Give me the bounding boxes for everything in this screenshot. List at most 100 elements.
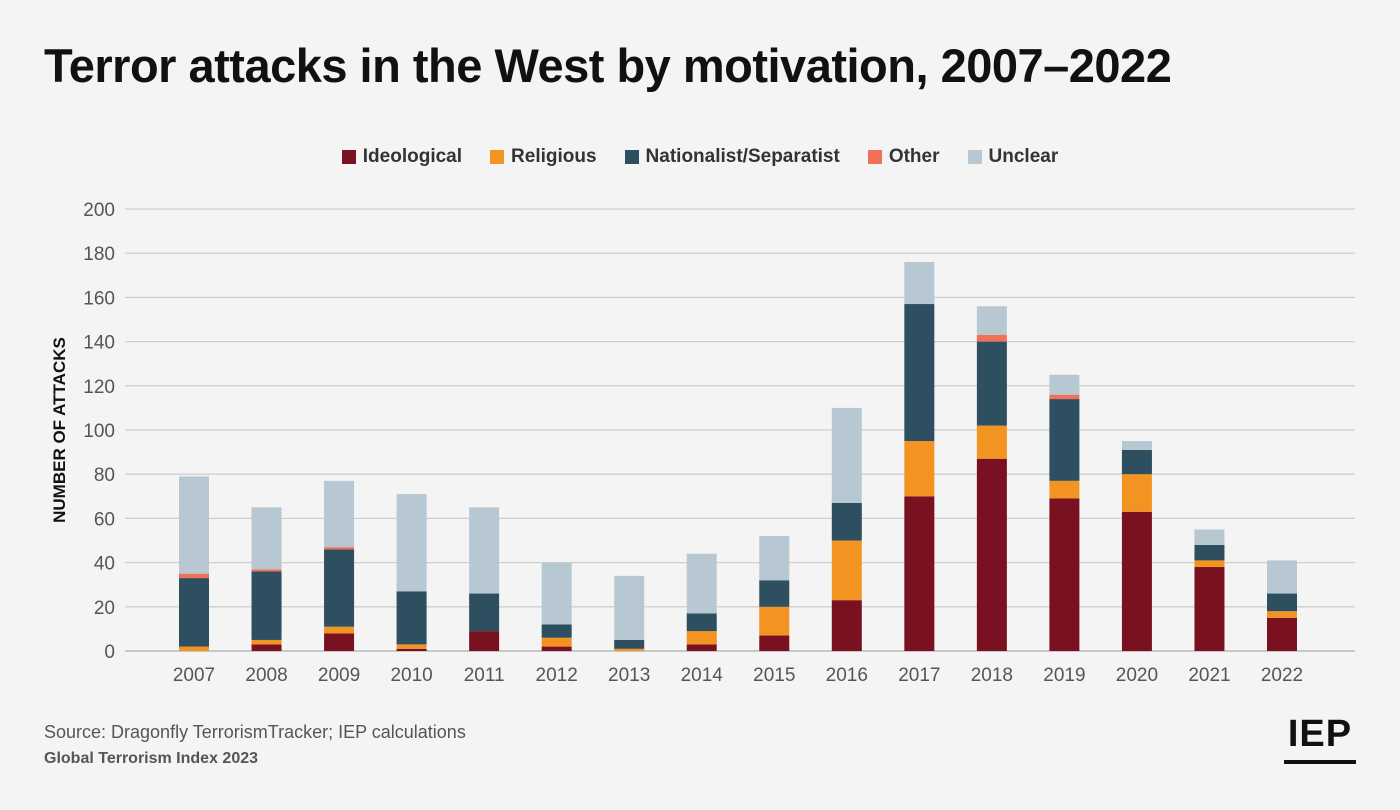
bar-segment-nationalist-separatist-2008 xyxy=(251,571,282,640)
bar-segment-unclear-2012 xyxy=(541,562,572,625)
bar-segment-unclear-2009 xyxy=(324,480,355,548)
legend-item: Religious xyxy=(490,146,597,168)
bar-segment-ideological-2018 xyxy=(976,458,1007,651)
legend-item: Nationalist/Separatist xyxy=(624,146,840,168)
x-tick-label: 2008 xyxy=(245,665,287,686)
bar-segment-religious-2008 xyxy=(251,639,282,645)
y-tick-label: 0 xyxy=(104,642,115,663)
bar-segment-ideological-2008 xyxy=(251,644,282,651)
bar-segment-ideological-2016 xyxy=(831,600,862,651)
bar-segment-nationalist-separatist-2015 xyxy=(759,580,790,607)
x-tick-label: 2017 xyxy=(898,665,940,686)
bar-segment-unclear-2018 xyxy=(976,306,1007,335)
legend-label: Religious xyxy=(511,146,597,167)
bar-segment-ideological-2009 xyxy=(324,633,355,651)
bar-segment-unclear-2016 xyxy=(831,407,862,503)
bar-segment-religious-2016 xyxy=(831,540,862,601)
bar-segment-nationalist-separatist-2017 xyxy=(904,304,935,442)
bar-segment-ideological-2012 xyxy=(541,646,572,651)
iep-logo: IEP xyxy=(1284,708,1356,764)
bar-segment-nationalist-separatist-2013 xyxy=(614,639,645,649)
chart-title: Terror attacks in the West by motivation… xyxy=(44,39,1172,92)
y-tick-label: 180 xyxy=(83,244,115,265)
bar-segment-religious-2020 xyxy=(1121,474,1152,512)
publication-note: Global Terrorism Index 2023 xyxy=(44,750,259,767)
bar-segment-unclear-2020 xyxy=(1121,441,1152,450)
bar-segment-religious-2022 xyxy=(1267,611,1297,618)
source-note: Source: Dragonfly TerrorismTracker; IEP … xyxy=(44,722,466,742)
bar-segment-ideological-2021 xyxy=(1194,567,1225,651)
x-tick-label: 2021 xyxy=(1188,665,1230,686)
x-tick-label: 2016 xyxy=(826,665,868,686)
legend-item: Other xyxy=(867,146,940,168)
legend-label: Nationalist/Separatist xyxy=(645,146,840,167)
bar-segment-nationalist-separatist-2012 xyxy=(541,624,572,638)
bar-segment-ideological-2017 xyxy=(904,496,935,651)
bar-segment-nationalist-separatist-2010 xyxy=(396,591,427,645)
bar-segment-religious-2018 xyxy=(976,425,1007,459)
legend: Ideological Religious Nationalist/Separati… xyxy=(0,146,1400,168)
bar-segment-nationalist-separatist-2009 xyxy=(324,549,355,627)
y-tick-label: 60 xyxy=(94,509,115,530)
bar-segment-unclear-2010 xyxy=(396,494,427,592)
bar-segment-ideological-2010 xyxy=(396,648,427,651)
bar-segment-ideological-2022 xyxy=(1267,617,1297,651)
x-tick-label: 2012 xyxy=(536,665,578,686)
bar-segment-religious-2013 xyxy=(614,648,645,651)
bar-segment-religious-2019 xyxy=(1049,480,1080,499)
x-tick-label: 2018 xyxy=(971,665,1013,686)
y-tick-label: 80 xyxy=(94,465,115,486)
x-tick-label: 2014 xyxy=(681,665,724,686)
bar-segment-nationalist-separatist-2016 xyxy=(831,502,862,541)
bar-segment-ideological-2014 xyxy=(686,644,717,651)
x-tick-label: 2010 xyxy=(390,665,432,686)
y-tick-label: 120 xyxy=(83,377,115,398)
bar-segment-religious-2007 xyxy=(179,646,209,651)
legend-swatch xyxy=(490,150,505,164)
bar-segment-unclear-2007 xyxy=(179,476,209,574)
x-tick-label: 2013 xyxy=(608,665,650,686)
bar-segment-unclear-2022 xyxy=(1267,560,1297,594)
bar-segment-nationalist-separatist-2021 xyxy=(1194,544,1225,561)
legend-swatch xyxy=(624,150,639,164)
bar-segment-ideological-2015 xyxy=(759,635,790,651)
bar-segment-nationalist-separatist-2011 xyxy=(469,593,500,632)
bar-segment-nationalist-separatist-2007 xyxy=(179,578,209,647)
bar-segment-religious-2015 xyxy=(759,606,790,636)
y-tick-label: 160 xyxy=(83,288,115,309)
bar-segment-unclear-2008 xyxy=(251,507,282,570)
bar-segment-nationalist-separatist-2019 xyxy=(1049,399,1080,481)
legend-swatch xyxy=(867,150,882,164)
bar-segment-other-2018 xyxy=(976,334,1007,342)
x-tick-label: 2007 xyxy=(173,665,215,686)
bar-segment-religious-2014 xyxy=(686,631,717,645)
x-tick-label: 2015 xyxy=(753,665,795,686)
bar-segment-unclear-2021 xyxy=(1194,529,1225,545)
bar-segment-unclear-2013 xyxy=(614,575,645,640)
bar-segment-religious-2021 xyxy=(1194,560,1225,568)
legend-label: Other xyxy=(888,146,940,167)
x-tick-label: 2019 xyxy=(1043,665,1085,686)
x-tick-label: 2011 xyxy=(464,665,505,686)
bar-segment-unclear-2017 xyxy=(904,262,935,305)
bar-segment-other-2007 xyxy=(179,573,209,579)
bar-segment-unclear-2019 xyxy=(1049,374,1080,395)
bar-segment-nationalist-separatist-2020 xyxy=(1121,449,1152,475)
bar-segment-nationalist-separatist-2014 xyxy=(686,613,717,632)
legend-item: Ideological xyxy=(341,146,462,168)
y-tick-label: 140 xyxy=(83,333,115,354)
bar-segment-nationalist-separatist-2018 xyxy=(976,341,1007,426)
bar-segment-nationalist-separatist-2022 xyxy=(1267,593,1297,612)
bar-segment-unclear-2014 xyxy=(686,553,717,614)
y-tick-label: 100 xyxy=(83,421,115,442)
x-tick-label: 2022 xyxy=(1261,665,1303,686)
bar-segment-other-2008 xyxy=(251,569,282,572)
legend-swatch xyxy=(341,150,356,164)
x-tick-label: 2020 xyxy=(1116,665,1158,686)
bar-segment-ideological-2020 xyxy=(1121,511,1152,651)
bar-segment-ideological-2011 xyxy=(469,631,500,651)
bar-segment-religious-2012 xyxy=(541,637,572,647)
y-tick-label: 40 xyxy=(94,554,115,575)
